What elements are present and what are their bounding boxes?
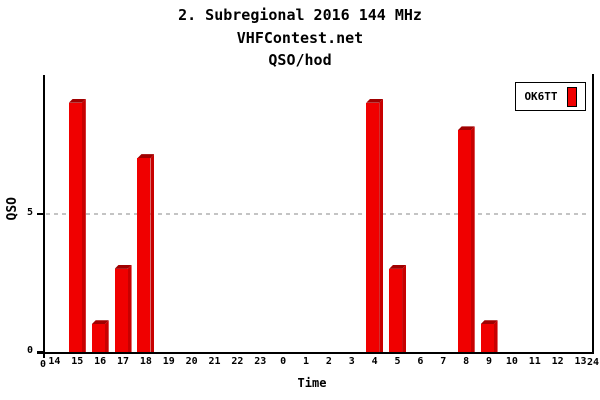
x-tick-label-hour-1: 1 — [303, 356, 310, 367]
bar-front-face — [91, 324, 105, 352]
chart-metric-label: QSO/hod — [268, 51, 332, 69]
x-tick-label-hour-22: 22 — [231, 356, 244, 367]
x-tick-label-hour-14: 14 — [48, 356, 61, 367]
x-tick-label-hour-20: 20 — [185, 356, 198, 367]
bar-top-face — [115, 265, 132, 269]
x-tick-label-hour-2: 2 — [325, 356, 332, 367]
plot-right-border — [592, 74, 594, 354]
chart-title: 2. Subregional 2016 144 MHz — [178, 6, 422, 24]
x-tick-label-hour-9: 9 — [486, 356, 493, 367]
bar-front-face — [480, 324, 494, 352]
bar-side-face — [81, 98, 86, 352]
x-tick-label-hour-17: 17 — [117, 356, 130, 367]
x-tick-label-hour-7: 7 — [440, 356, 447, 367]
x-axis-title: Time — [297, 376, 327, 390]
x-tick-label-hour-0: 0 — [280, 356, 287, 367]
legend-series-label: OK6TT — [524, 90, 558, 103]
bar-side-face — [127, 264, 132, 352]
bar-hour-5 — [389, 264, 407, 352]
x-tick-label-hour-21: 21 — [208, 356, 221, 367]
bar-front-face — [457, 130, 471, 352]
bar-side-face — [402, 264, 407, 352]
bar-top-face — [137, 154, 154, 158]
gridline-y-5 — [46, 212, 587, 215]
x-axis-end-label: 24 — [586, 357, 600, 368]
y-axis-line — [43, 75, 45, 358]
x-tick-label-hour-19: 19 — [162, 356, 175, 367]
y-tick-0 — [37, 351, 43, 353]
chart-subtitle: VHFContest.net — [236, 29, 364, 47]
x-tick-label-hour-10: 10 — [505, 356, 518, 367]
y-tick-label-5: 5 — [26, 206, 33, 218]
legend-color-swatch — [566, 86, 577, 107]
x-tick-label-hour-23: 23 — [254, 356, 267, 367]
bar-hour-16 — [91, 320, 109, 352]
x-tick-label-hour-5: 5 — [394, 356, 401, 367]
x-tick-label-hour-11: 11 — [528, 356, 541, 367]
x-axis-start-label: 0 — [39, 359, 47, 370]
x-tick-label-hour-12: 12 — [551, 356, 564, 367]
x-tick-label-hour-16: 16 — [94, 356, 107, 367]
bar-side-face — [150, 154, 155, 352]
bar-hour-8 — [457, 126, 475, 352]
x-tick-label-hour-6: 6 — [417, 356, 424, 367]
x-tick-label-hour-18: 18 — [139, 356, 152, 367]
bar-top-face — [458, 126, 475, 130]
bar-front-face — [137, 158, 151, 352]
y-tick-label-0: 0 — [26, 345, 33, 356]
x-tick-label-hour-4: 4 — [371, 356, 378, 367]
bar-side-face — [470, 126, 475, 352]
bar-front-face — [389, 268, 403, 352]
bar-top-face — [481, 320, 498, 324]
x-tick-label-hour-3: 3 — [348, 356, 355, 367]
legend-box: OK6TT — [515, 82, 586, 111]
x-tick-label-hour-15: 15 — [71, 356, 84, 367]
bar-hour-4 — [366, 98, 384, 352]
bar-hour-17 — [114, 264, 132, 352]
bar-hour-15 — [68, 98, 86, 352]
bar-top-face — [366, 99, 383, 103]
bar-front-face — [68, 102, 82, 352]
bar-top-face — [389, 265, 406, 269]
bar-front-face — [366, 102, 380, 352]
x-tick-label-hour-8: 8 — [463, 356, 470, 367]
y-tick-5 — [37, 212, 43, 215]
bar-side-face — [379, 98, 384, 352]
x-axis-line — [37, 352, 594, 354]
bar-hour-9 — [480, 320, 498, 352]
bar-hour-18 — [137, 154, 155, 352]
bar-side-face — [104, 320, 109, 352]
bar-front-face — [114, 268, 128, 352]
y-axis-title: QSO — [5, 197, 21, 221]
bar-side-face — [493, 320, 498, 352]
bar-top-face — [69, 99, 86, 103]
bar-top-face — [92, 320, 109, 324]
x-tick-label-hour-13: 13 — [574, 356, 587, 367]
